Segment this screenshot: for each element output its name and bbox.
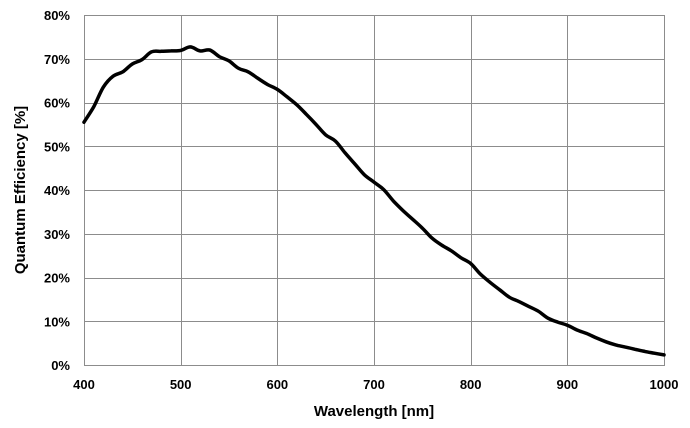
x-tick-label: 1000 bbox=[650, 377, 679, 392]
y-axis-title: Quantum Efficiency [%] bbox=[12, 106, 29, 274]
y-tick-label: 30% bbox=[44, 227, 70, 242]
y-tick-label: 80% bbox=[44, 8, 70, 23]
x-tick-label: 500 bbox=[170, 377, 192, 392]
x-tick-label: 900 bbox=[556, 377, 578, 392]
x-axis-title: Wavelength [nm] bbox=[314, 403, 434, 420]
x-tick-label: 400 bbox=[73, 377, 95, 392]
x-axis-ticks: 400 500 600 700 800 900 1000 bbox=[73, 377, 678, 392]
y-tick-label: 60% bbox=[44, 96, 70, 111]
plot-frame bbox=[84, 15, 665, 366]
y-tick-label: 70% bbox=[44, 52, 70, 67]
y-tick-label: 40% bbox=[44, 183, 70, 198]
y-tick-label: 0% bbox=[51, 358, 70, 373]
y-tick-label: 10% bbox=[44, 314, 70, 329]
series-line-0 bbox=[82, 45, 666, 357]
y-tick-label: 20% bbox=[44, 271, 70, 286]
x-tick-label: 600 bbox=[266, 377, 288, 392]
y-tick-label: 50% bbox=[44, 139, 70, 154]
x-tick-label: 700 bbox=[363, 377, 385, 392]
x-tick-label: 800 bbox=[460, 377, 482, 392]
y-axis-ticks: 0% 10% 20% 30% 40% 50% 60% 70% 80% bbox=[44, 8, 70, 373]
series-layer bbox=[82, 45, 666, 357]
